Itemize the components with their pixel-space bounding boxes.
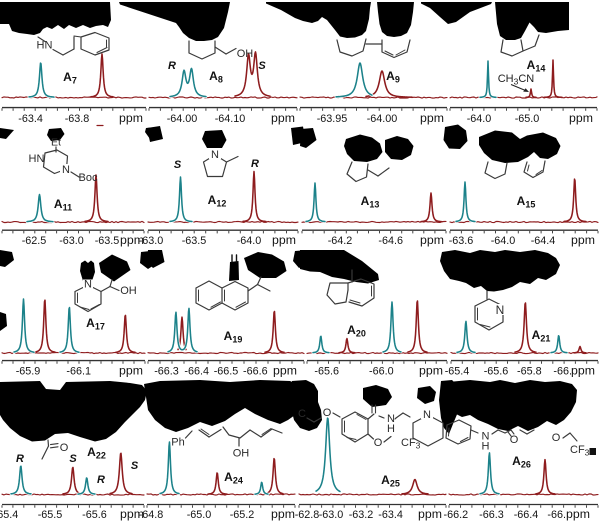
- svg-text:-66.: -66.: [553, 365, 572, 377]
- svg-text:S: S: [69, 453, 77, 465]
- svg-text:-64.00: -64.00: [167, 113, 198, 125]
- svg-text:O: O: [552, 432, 561, 444]
- svg-text:S: S: [174, 159, 182, 171]
- svg-text:-63.0: -63.0: [139, 235, 164, 247]
- svg-text:ppm: ppm: [419, 363, 443, 377]
- svg-text:R: R: [97, 474, 105, 486]
- svg-text:OH: OH: [120, 285, 137, 297]
- svg-text:ppm: ppm: [119, 111, 143, 125]
- svg-text:-63.95: -63.95: [317, 113, 348, 125]
- svg-text:OH: OH: [237, 48, 254, 60]
- svg-text:ppm: ppm: [272, 233, 296, 247]
- svg-text:-64.2: -64.2: [328, 235, 353, 247]
- svg-text:N: N: [387, 413, 395, 425]
- svg-text:ppm: ppm: [569, 111, 593, 125]
- svg-text:-63.5: -63.5: [95, 235, 120, 247]
- svg-text:-65.4: -65.4: [445, 365, 470, 377]
- svg-text:-64.6: -64.6: [378, 235, 403, 247]
- svg-text:R: R: [251, 158, 259, 170]
- svg-text:-64.0: -64.0: [467, 113, 492, 125]
- svg-text:ppm: ppm: [420, 111, 444, 125]
- svg-text:CF3: CF3: [401, 437, 421, 451]
- svg-text:-63.6: -63.6: [449, 235, 474, 247]
- svg-text:-65.9: -65.9: [16, 365, 41, 377]
- svg-text:S: S: [258, 60, 266, 72]
- svg-text:N: N: [84, 279, 92, 291]
- svg-text:N: N: [496, 303, 505, 317]
- svg-text:Et: Et: [51, 137, 61, 149]
- svg-text:ppm: ppm: [571, 233, 595, 247]
- svg-text:-65.8: -65.8: [517, 365, 542, 377]
- svg-text:N: N: [423, 409, 431, 421]
- svg-text:Ph: Ph: [171, 437, 184, 449]
- svg-text:-63.0: -63.0: [319, 509, 344, 521]
- svg-text:O: O: [323, 407, 332, 419]
- svg-text:CF3: CF3: [570, 444, 590, 458]
- svg-text:ppm: ppm: [271, 111, 295, 125]
- svg-text:ppm: ppm: [420, 233, 444, 247]
- svg-text:ppm: ppm: [120, 507, 144, 521]
- svg-text:-64.8: -64.8: [139, 509, 164, 521]
- svg-text:-65.6: -65.6: [82, 509, 107, 521]
- svg-text:-66.4: -66.4: [514, 509, 539, 521]
- svg-text:R: R: [16, 453, 24, 465]
- svg-text:-64.10: -64.10: [215, 113, 246, 125]
- svg-text:N: N: [482, 431, 490, 443]
- svg-text:N: N: [62, 164, 70, 176]
- svg-text:-66.0: -66.0: [369, 365, 394, 377]
- svg-text:O: O: [510, 434, 519, 446]
- svg-text:ppm: ppm: [119, 363, 143, 377]
- svg-text:H: H: [387, 423, 395, 435]
- svg-text:HN: HN: [29, 153, 45, 165]
- svg-text:-65.6: -65.6: [314, 365, 339, 377]
- svg-text:-66.3: -66.3: [479, 509, 504, 521]
- svg-text:-65.0: -65.0: [187, 509, 212, 521]
- svg-text:ppm: ppm: [418, 507, 442, 521]
- svg-text:-62.5: -62.5: [22, 235, 47, 247]
- svg-text:-66.5: -66.5: [214, 365, 239, 377]
- svg-text:-66.2: -66.2: [443, 509, 468, 521]
- svg-text:S: S: [131, 460, 139, 472]
- svg-text:-66.4: -66.4: [184, 365, 209, 377]
- svg-text:-64.0: -64.0: [491, 235, 516, 247]
- svg-text:ppm: ppm: [273, 363, 297, 377]
- svg-text:ppm: ppm: [566, 507, 590, 521]
- svg-text:-65.0: -65.0: [515, 113, 540, 125]
- svg-text:-65.2: -65.2: [230, 509, 255, 521]
- svg-text:-66.: -66.: [547, 509, 566, 521]
- svg-text:O: O: [374, 437, 383, 449]
- svg-text:OH: OH: [233, 448, 250, 460]
- svg-text:HN: HN: [37, 40, 53, 52]
- svg-text:Boc: Boc: [79, 172, 98, 184]
- svg-text:-64.4: -64.4: [531, 235, 556, 247]
- svg-text:O: O: [60, 442, 69, 454]
- svg-text:-63.2: -63.2: [349, 509, 374, 521]
- svg-text:-66.3: -66.3: [154, 365, 179, 377]
- svg-text:-65.5: -65.5: [38, 509, 63, 521]
- svg-text:ppm: ppm: [271, 507, 295, 521]
- svg-text:-63.8: -63.8: [65, 113, 90, 125]
- svg-text:-64.0: -64.0: [237, 235, 262, 247]
- svg-text:ppm: ppm: [571, 363, 595, 377]
- svg-text:-62.8: -62.8: [295, 509, 320, 521]
- svg-text:-66.1: -66.1: [66, 365, 91, 377]
- svg-text:ppm: ppm: [120, 233, 144, 247]
- svg-text:-63.5: -63.5: [182, 235, 207, 247]
- svg-text:-63.0: -63.0: [59, 235, 84, 247]
- svg-text:C: C: [298, 408, 306, 420]
- svg-text:CH3CN: CH3CN: [498, 73, 535, 87]
- svg-text:H: H: [482, 441, 490, 453]
- svg-text:-63.4: -63.4: [378, 509, 403, 521]
- svg-text:-65.4: -65.4: [0, 509, 18, 521]
- svg-text:-65.6: -65.6: [484, 365, 509, 377]
- svg-text:-66.6: -66.6: [243, 365, 268, 377]
- svg-text:-64.00: -64.00: [367, 113, 398, 125]
- svg-text:N: N: [211, 149, 219, 161]
- svg-text:R: R: [168, 60, 176, 72]
- svg-text:-63.4: -63.4: [18, 113, 43, 125]
